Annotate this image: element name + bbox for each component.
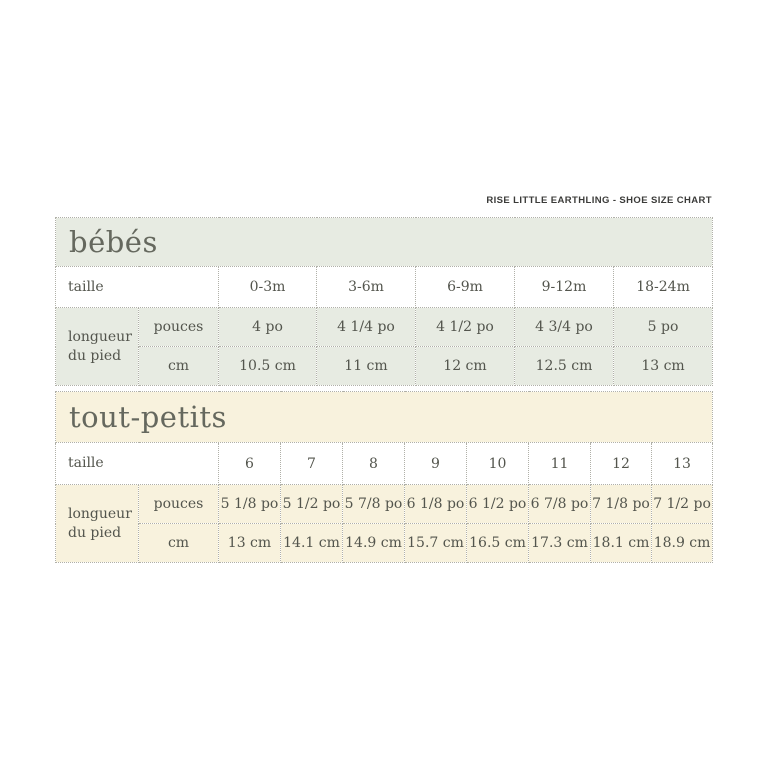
section-title-tout-petits: tout-petits (54, 391, 714, 443)
bebes-size-table: bébés taille 0-3m 3-6m 6-9m 9-12m 18-24m… (54, 217, 714, 386)
size-cell: 9-12m (514, 266, 614, 308)
row-label-longueur-du-pied: longueur du pied (55, 307, 139, 386)
cm-cell: 10.5 cm (218, 346, 317, 386)
row-label-taille: taille (55, 442, 219, 485)
cm-cell: 12 cm (415, 346, 515, 386)
inches-cell: 5 1/2 po (280, 484, 343, 524)
cm-cell: 12.5 cm (514, 346, 614, 386)
cm-row: cm 10.5 cm 11 cm 12 cm 12.5 cm 13 cm (56, 346, 714, 386)
cm-cell: 14.1 cm (280, 523, 343, 563)
size-cell: 3-6m (316, 266, 416, 308)
size-cell: 11 (528, 442, 591, 485)
row-label-longueur-du-pied: longueur du pied (55, 484, 139, 563)
page-title: RISE LITTLE EARTHLING - SHOE SIZE CHART (486, 195, 712, 206)
table-header-row: tout-petits (54, 391, 714, 443)
table-header-row: bébés (54, 217, 714, 267)
sizes-row: taille 0-3m 3-6m 6-9m 9-12m 18-24m (55, 266, 714, 308)
inches-cell: 4 1/2 po (415, 307, 515, 347)
size-cell: 6 (218, 442, 281, 485)
sizes-row: taille 6 7 8 9 10 11 12 13 (55, 442, 714, 485)
inches-cell: 4 3/4 po (514, 307, 614, 347)
size-cell: 6-9m (415, 266, 515, 308)
inches-row: longueur du pied pouces 4 po 4 1/4 po 4 … (55, 307, 714, 386)
tout-petits-size-table: tout-petits taille 6 7 8 9 10 11 12 13 l… (54, 391, 714, 563)
size-chart-sheet: RISE LITTLE EARTHLING - SHOE SIZE CHART … (54, 195, 714, 563)
inches-cell: 4 1/4 po (316, 307, 416, 347)
cm-cell: 11 cm (316, 346, 416, 386)
inches-cell: 5 1/8 po (218, 484, 281, 524)
inches-cell: 7 1/8 po (590, 484, 652, 524)
cm-cell: 16.5 cm (466, 523, 529, 563)
unit-label-pouces: pouces (138, 307, 219, 347)
cm-cell: 17.3 cm (528, 523, 591, 563)
inches-cell: 7 1/2 po (650, 484, 714, 524)
size-cell: 10 (466, 442, 529, 485)
inches-cell: 6 7/8 po (528, 484, 591, 524)
size-cell: 18-24m (612, 266, 714, 308)
size-cell: 12 (590, 442, 652, 485)
cm-row: cm 13 cm 14.1 cm 14.9 cm 15.7 cm 16.5 cm… (56, 523, 714, 563)
unit-label-cm: cm (138, 523, 219, 563)
cm-cell: 13 cm (612, 346, 714, 386)
inches-cell: 5 po (612, 307, 714, 347)
inches-cell: 5 7/8 po (342, 484, 405, 524)
size-cell: 8 (342, 442, 405, 485)
inches-cell: 6 1/8 po (404, 484, 467, 524)
section-title-bebes: bébés (54, 217, 714, 267)
size-cell: 13 (650, 442, 714, 485)
unit-label-cm: cm (138, 346, 219, 386)
size-cell: 9 (404, 442, 467, 485)
cm-cell: 13 cm (218, 523, 281, 563)
cm-cell: 18.1 cm (590, 523, 652, 563)
cm-cell: 14.9 cm (342, 523, 405, 563)
cm-cell: 15.7 cm (404, 523, 467, 563)
size-cell: 0-3m (218, 266, 317, 308)
unit-label-pouces: pouces (138, 484, 219, 524)
inches-row: longueur du pied pouces 5 1/8 po 5 1/2 p… (55, 484, 714, 563)
cm-cell: 18.9 cm (650, 523, 714, 563)
row-label-taille: taille (55, 266, 219, 308)
inches-cell: 4 po (218, 307, 317, 347)
size-cell: 7 (280, 442, 343, 485)
inches-cell: 6 1/2 po (466, 484, 529, 524)
